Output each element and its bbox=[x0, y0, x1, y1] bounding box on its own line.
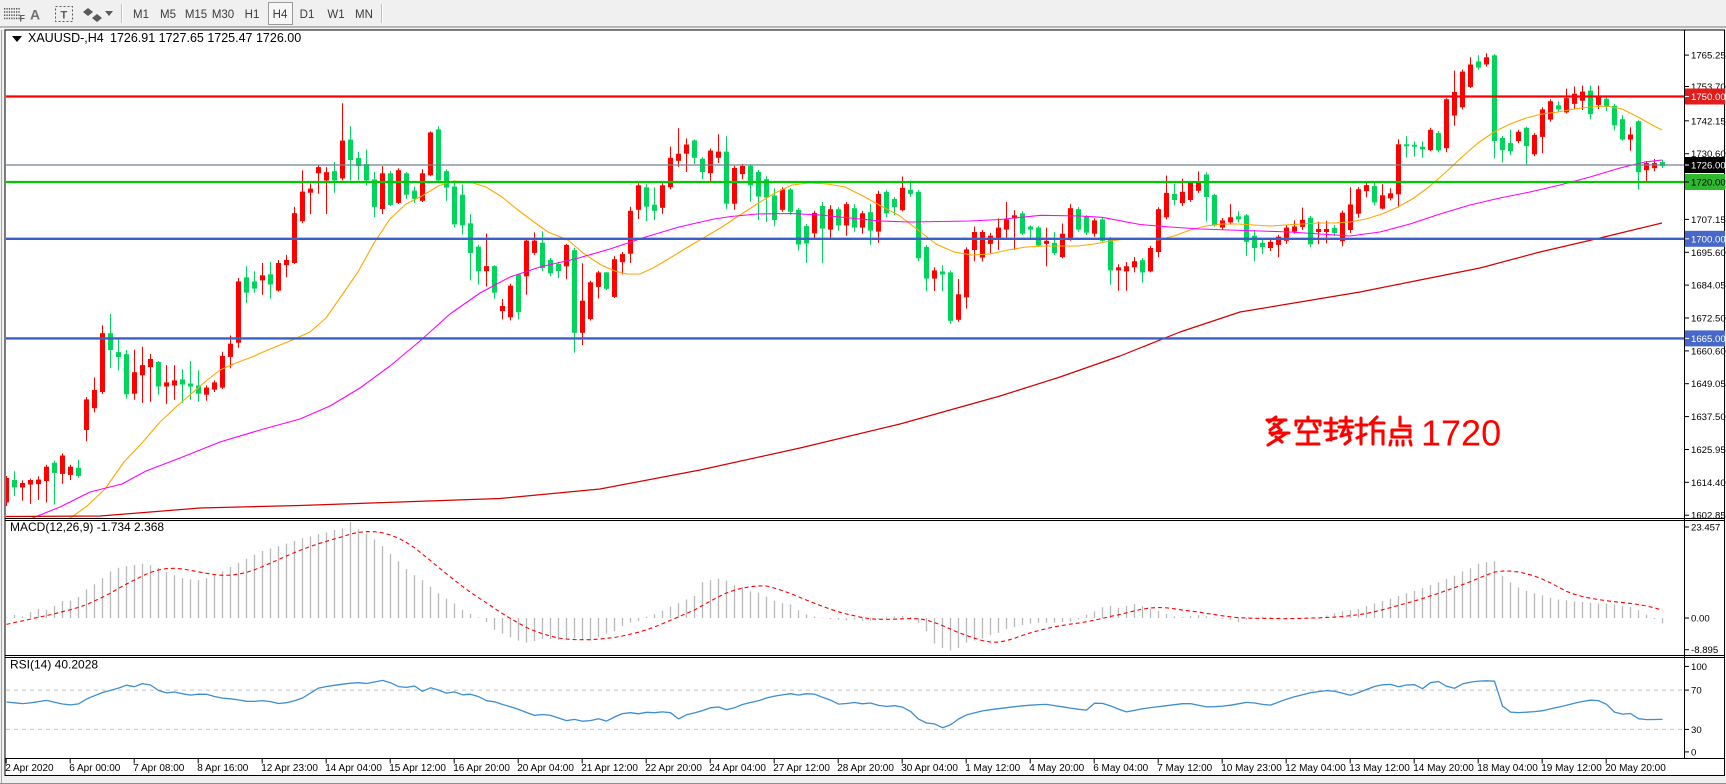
svg-text:15 Apr 12:00: 15 Apr 12:00 bbox=[389, 763, 446, 774]
svg-text:1730.60: 1730.60 bbox=[1691, 149, 1726, 160]
svg-text:13 May 12:00: 13 May 12:00 bbox=[1349, 763, 1410, 774]
svg-text:7 May 12:00: 7 May 12:00 bbox=[1157, 763, 1212, 774]
svg-text:1742.15: 1742.15 bbox=[1691, 116, 1726, 127]
svg-text:1614.40: 1614.40 bbox=[1691, 478, 1726, 489]
svg-text:1720: 1720 bbox=[1421, 413, 1501, 454]
svg-text:23.457: 23.457 bbox=[1691, 523, 1720, 534]
svg-text:0.00: 0.00 bbox=[1691, 614, 1710, 625]
svg-text:M5: M5 bbox=[160, 9, 176, 21]
svg-text:F: F bbox=[20, 14, 26, 24]
svg-text:1707.15: 1707.15 bbox=[1691, 215, 1726, 226]
svg-text:16 Apr 20:00: 16 Apr 20:00 bbox=[453, 763, 510, 774]
svg-text:1726.91 1727.65 1725.47 1726.0: 1726.91 1727.65 1725.47 1726.00 bbox=[110, 31, 301, 45]
svg-text:0: 0 bbox=[1691, 747, 1696, 758]
svg-text:A: A bbox=[30, 7, 40, 23]
svg-text:RSI(14) 40.2028: RSI(14) 40.2028 bbox=[10, 658, 98, 672]
svg-text:1 May 12:00: 1 May 12:00 bbox=[965, 763, 1020, 774]
svg-text:12 May 04:00: 12 May 04:00 bbox=[1285, 763, 1346, 774]
svg-text:M1: M1 bbox=[133, 9, 149, 21]
svg-text:1695.60: 1695.60 bbox=[1691, 248, 1726, 259]
svg-text:4 May 20:00: 4 May 20:00 bbox=[1029, 763, 1084, 774]
svg-text:1625.95: 1625.95 bbox=[1691, 445, 1726, 456]
svg-text:30: 30 bbox=[1691, 725, 1702, 736]
svg-text:8 Apr 16:00: 8 Apr 16:00 bbox=[197, 763, 249, 774]
svg-text:MN: MN bbox=[355, 9, 373, 21]
svg-text:14 May 20:00: 14 May 20:00 bbox=[1413, 763, 1474, 774]
svg-text:1602.85: 1602.85 bbox=[1691, 511, 1726, 522]
svg-text:D1: D1 bbox=[300, 9, 315, 21]
svg-text:1765.25: 1765.25 bbox=[1691, 51, 1726, 62]
svg-text:70: 70 bbox=[1691, 686, 1702, 697]
svg-text:6 May 04:00: 6 May 04:00 bbox=[1093, 763, 1148, 774]
svg-text:1726.00: 1726.00 bbox=[1691, 161, 1726, 172]
svg-text:100: 100 bbox=[1691, 662, 1707, 673]
svg-text:28 Apr 20:00: 28 Apr 20:00 bbox=[837, 763, 894, 774]
svg-text:27 Apr 12:00: 27 Apr 12:00 bbox=[773, 763, 830, 774]
svg-text:24 Apr 04:00: 24 Apr 04:00 bbox=[709, 763, 766, 774]
svg-text:MACD(12,26,9) -1.734 2.368: MACD(12,26,9) -1.734 2.368 bbox=[10, 520, 164, 534]
svg-text:19 May 12:00: 19 May 12:00 bbox=[1541, 763, 1602, 774]
svg-text:18 May 04:00: 18 May 04:00 bbox=[1477, 763, 1538, 774]
svg-text:XAUUSD-,H4: XAUUSD-,H4 bbox=[28, 31, 104, 45]
svg-text:1660.60: 1660.60 bbox=[1691, 346, 1726, 357]
svg-text:10 May 23:00: 10 May 23:00 bbox=[1221, 763, 1282, 774]
svg-text:1672.50: 1672.50 bbox=[1691, 314, 1726, 325]
svg-text:1684.05: 1684.05 bbox=[1691, 281, 1726, 292]
svg-text:T: T bbox=[61, 10, 68, 22]
svg-text:H1: H1 bbox=[245, 9, 260, 21]
svg-text:7 Apr 08:00: 7 Apr 08:00 bbox=[133, 763, 185, 774]
svg-text:2 Apr 2020: 2 Apr 2020 bbox=[5, 763, 54, 774]
svg-text:W1: W1 bbox=[327, 9, 344, 21]
svg-text:1637.50: 1637.50 bbox=[1691, 412, 1726, 423]
svg-text:22 Apr 20:00: 22 Apr 20:00 bbox=[645, 763, 702, 774]
svg-text:1753.70: 1753.70 bbox=[1691, 82, 1726, 93]
svg-text:30 Apr 04:00: 30 Apr 04:00 bbox=[901, 763, 958, 774]
svg-text:1665.00: 1665.00 bbox=[1691, 334, 1726, 345]
svg-text:21 Apr 12:00: 21 Apr 12:00 bbox=[581, 763, 638, 774]
svg-text:-8.895: -8.895 bbox=[1691, 645, 1718, 656]
svg-text:1750.00: 1750.00 bbox=[1691, 92, 1726, 103]
svg-text:1700.00: 1700.00 bbox=[1691, 234, 1726, 245]
svg-text:12 Apr 23:00: 12 Apr 23:00 bbox=[261, 763, 318, 774]
svg-text:1649.05: 1649.05 bbox=[1691, 379, 1726, 390]
svg-text:1720.00: 1720.00 bbox=[1691, 178, 1726, 189]
svg-text:14 Apr 04:00: 14 Apr 04:00 bbox=[325, 763, 382, 774]
svg-text:20 Apr 04:00: 20 Apr 04:00 bbox=[517, 763, 574, 774]
svg-text:6 Apr 00:00: 6 Apr 00:00 bbox=[69, 763, 121, 774]
svg-text:20 May 20:00: 20 May 20:00 bbox=[1605, 763, 1666, 774]
svg-text:M15: M15 bbox=[185, 9, 207, 21]
svg-text:H4: H4 bbox=[273, 9, 288, 21]
svg-text:M30: M30 bbox=[212, 9, 234, 21]
